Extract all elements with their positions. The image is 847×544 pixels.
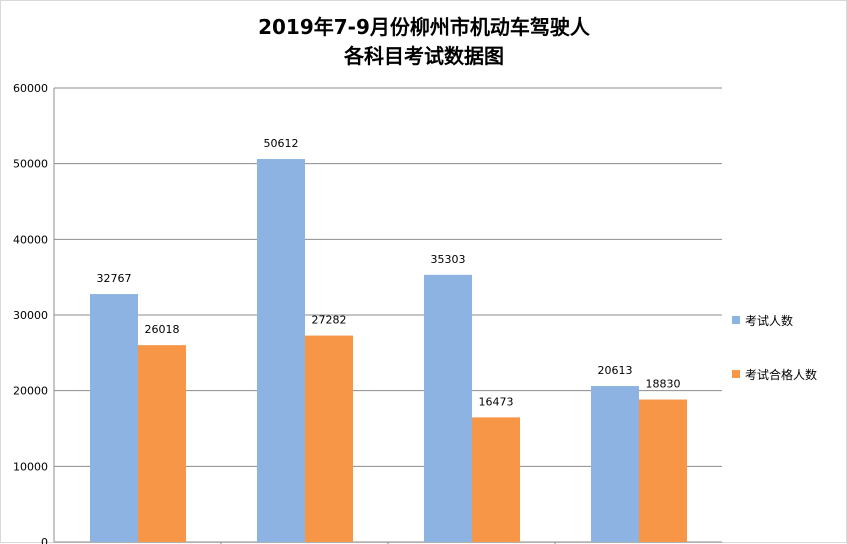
y-tick-label: 10000 xyxy=(13,460,48,473)
bar-exam-takers-4 xyxy=(591,386,639,542)
bar-passed-2 xyxy=(305,335,353,542)
y-tick-label: 20000 xyxy=(13,385,48,398)
chart-title-line-2: 各科目考试数据图 xyxy=(343,44,504,68)
data-label: 27282 xyxy=(312,314,347,327)
y-tick-label: 30000 xyxy=(13,309,48,322)
chart-title-line-1: 2019年7-9月份柳州市机动车驾驶人 xyxy=(258,15,591,39)
data-label: 18830 xyxy=(646,378,681,391)
data-label: 26018 xyxy=(145,323,180,336)
bar-exam-takers-1 xyxy=(90,294,138,542)
data-label: 20613 xyxy=(598,364,633,377)
bar-passed-3 xyxy=(472,417,520,542)
data-label: 32767 xyxy=(97,272,132,285)
data-label: 50612 xyxy=(264,137,299,150)
legend-swatch-2 xyxy=(732,370,740,378)
legend-swatch-1 xyxy=(732,316,740,324)
y-tick-label: 50000 xyxy=(13,158,48,171)
y-tick-label: 60000 xyxy=(13,82,48,95)
legend-label-1: 考试人数 xyxy=(745,313,793,328)
bar-exam-takers-2 xyxy=(257,159,305,542)
data-label: 35303 xyxy=(431,253,466,266)
bar-passed-4 xyxy=(639,399,687,542)
y-tick-label: 40000 xyxy=(13,233,48,246)
legend-label-2: 考试合格人数 xyxy=(745,367,817,382)
bar-exam-takers-3 xyxy=(424,274,472,542)
data-label: 16473 xyxy=(479,395,514,408)
bar-passed-1 xyxy=(138,345,186,542)
y-tick-label: 0 xyxy=(41,536,48,544)
